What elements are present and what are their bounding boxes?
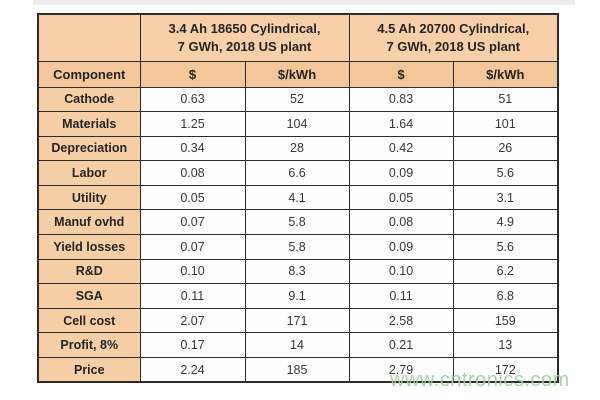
cell-value: 1.25 <box>139 111 246 137</box>
cell-value: 51 <box>452 86 559 113</box>
group-header-20700-line2: 7 GWh, 2018 US plant <box>386 38 521 54</box>
group-header-20700-line1: 4.5 Ah 20700 Cylindrical, <box>377 21 530 37</box>
row-label: Price <box>37 357 141 383</box>
cell-value: 4.9 <box>452 209 559 236</box>
table-row: R&D 0.10 8.3 0.10 6.2 <box>37 258 559 285</box>
row-label: Profit, 8% <box>37 332 141 359</box>
table-row: Depreciation 0.34 28 0.42 26 <box>37 135 559 162</box>
row-label: SGA <box>37 283 141 309</box>
table-row: SGA 0.11 9.1 0.11 6.8 <box>37 283 559 309</box>
cell-value: 5.6 <box>452 234 559 260</box>
row-label: Cell cost <box>37 307 141 334</box>
column-header-dollar-1: $ <box>139 60 246 88</box>
cell-value: 26 <box>452 135 559 162</box>
cell-value: 0.05 <box>139 184 246 211</box>
cell-value: 2.24 <box>139 357 246 383</box>
group-header-20700: 4.5 Ah 20700 Cylindrical, 7 GWh, 2018 US… <box>348 13 559 62</box>
table-row: Cathode 0.63 52 0.83 51 <box>37 86 559 113</box>
cell-value: 5.8 <box>244 234 350 260</box>
cell-value: 2.58 <box>348 307 454 334</box>
cell-value: 1.64 <box>348 111 454 137</box>
cell-value: 5.8 <box>244 209 350 236</box>
cell-value: 6.2 <box>452 258 559 285</box>
column-header-dollar-2: $ <box>348 60 454 88</box>
cell-value: 6.6 <box>244 160 350 186</box>
row-label: Cathode <box>37 86 141 113</box>
group-header-18650: 3.4 Ah 18650 Cylindrical, 7 GWh, 2018 US… <box>139 13 350 62</box>
cell-value: 13 <box>452 332 559 359</box>
cell-value: 3.1 <box>452 184 559 211</box>
cell-value: 4.1 <box>244 184 350 211</box>
corner-cell <box>37 13 141 62</box>
group-header-row: 3.4 Ah 18650 Cylindrical, 7 GWh, 2018 US… <box>37 13 559 62</box>
cell-value: 0.08 <box>139 160 246 186</box>
cell-cost-table: 3.4 Ah 18650 Cylindrical, 7 GWh, 2018 US… <box>37 13 560 384</box>
cell-value: 104 <box>244 111 350 137</box>
cell-value: 0.05 <box>348 184 454 211</box>
row-label: Manuf ovhd <box>37 209 141 236</box>
table-row: Price 2.24 185 2.79 172 <box>37 357 559 383</box>
cell-value: 0.42 <box>348 135 454 162</box>
cell-value: 8.3 <box>244 258 350 285</box>
cell-value: 0.63 <box>139 86 246 113</box>
cell-value: 185 <box>244 357 350 383</box>
cell-value: 0.09 <box>348 234 454 260</box>
table-row: Manuf ovhd 0.07 5.8 0.08 4.9 <box>37 209 559 236</box>
cell-value: 171 <box>244 307 350 334</box>
table-row: Profit, 8% 0.17 14 0.21 13 <box>37 332 559 359</box>
cell-value: 0.21 <box>348 332 454 359</box>
cell-value: 0.08 <box>348 209 454 236</box>
column-header-dollar-per-kwh-2: $/kWh <box>452 60 559 88</box>
cell-value: 0.07 <box>139 234 246 260</box>
row-label: Materials <box>37 111 141 137</box>
column-header-component: Component <box>37 60 141 88</box>
table-row: Yield losses 0.07 5.8 0.09 5.6 <box>37 234 559 260</box>
table-row: Labor 0.08 6.6 0.09 5.6 <box>37 160 559 186</box>
cell-value: 101 <box>452 111 559 137</box>
watermark-text: www.cntronics.com <box>390 369 570 391</box>
cell-value: 0.11 <box>139 283 246 309</box>
table-body: Cathode 0.63 52 0.83 51 Materials 1.25 104 1.64 1… <box>37 86 559 383</box>
cell-value: 0.10 <box>348 258 454 285</box>
column-header-dollar-per-kwh-1: $/kWh <box>244 60 350 88</box>
table-row: Cell cost 2.07 171 2.58 159 <box>37 307 559 334</box>
cell-value: 52 <box>244 86 350 113</box>
cell-value: 2.79 <box>348 357 454 383</box>
cell-value: 2.07 <box>139 307 246 334</box>
row-label: Depreciation <box>37 135 141 162</box>
cell-value: 14 <box>244 332 350 359</box>
cell-value: 0.10 <box>139 258 246 285</box>
cell-value: 9.1 <box>244 283 350 309</box>
cell-value: 172 <box>452 357 559 383</box>
group-header-18650-line1: 3.4 Ah 18650 Cylindrical, <box>168 21 321 37</box>
table-row: Materials 1.25 104 1.64 101 <box>37 111 559 137</box>
cell-value: 0.07 <box>139 209 246 236</box>
cell-value: 5.6 <box>452 160 559 186</box>
group-header-18650-line2: 7 GWh, 2018 US plant <box>177 38 312 54</box>
cell-value: 0.83 <box>348 86 454 113</box>
cell-value: 0.09 <box>348 160 454 186</box>
cell-value: 28 <box>244 135 350 162</box>
row-label: Yield losses <box>37 234 141 260</box>
row-label: R&D <box>37 258 141 285</box>
table-header: 3.4 Ah 18650 Cylindrical, 7 GWh, 2018 US… <box>37 13 559 88</box>
row-label: Labor <box>37 160 141 186</box>
cell-value: 6.8 <box>452 283 559 309</box>
table-row: Utility 0.05 4.1 0.05 3.1 <box>37 184 559 211</box>
cell-value: 0.11 <box>348 283 454 309</box>
row-label: Utility <box>37 184 141 211</box>
top-edge-band <box>33 0 575 5</box>
cell-value: 159 <box>452 307 559 334</box>
column-header-row: Component $ $/kWh $ $/kWh <box>37 60 559 88</box>
cell-value: 0.34 <box>139 135 246 162</box>
cell-value: 0.17 <box>139 332 246 359</box>
